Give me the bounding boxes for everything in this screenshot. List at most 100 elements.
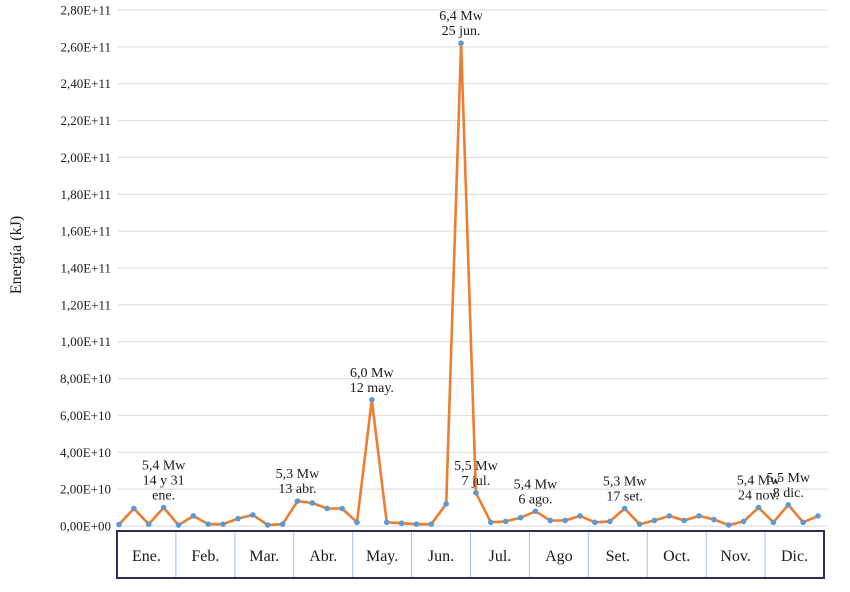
energy-series-line [118,41,819,527]
annotation-line: 5,5 Mw [766,471,810,486]
annotation-line: 6 ago. [518,492,552,507]
data-point [547,517,554,524]
annotation-line: 5,3 Mw [276,467,320,482]
y-axis-tick-labels: 0,00E+00 2,00E+10 4,00E+10 6,00E+10 8,00E+10… [60,3,111,534]
annotation-line: 25 jun. [442,24,481,39]
month-label: Feb. [191,548,219,565]
annotation: 5,4 Mw6 ago. [514,477,558,507]
month-axis: Ene. Feb. Mar. Abr. May. Jun. Jul. Ago Set. Oct. N… [116,530,825,579]
data-point [681,517,687,524]
data-point [740,518,747,525]
data-point [145,521,152,527]
month-label: Oct. [663,548,690,565]
y-tick-label: 2,40E+11 [60,76,111,91]
month-label: Nov. [720,548,751,565]
month-label: Ene. [132,548,161,565]
data-point [770,519,777,526]
data-point [488,519,494,526]
month-label: Abr. [309,548,337,565]
y-tick-label: 1,40E+11 [60,261,111,276]
data-point [815,513,821,519]
annotation: 5,5 Mw7 jul. [454,459,498,489]
y-axis-title: Energía (kJ) [8,216,25,294]
annotation-line: 5,4 Mw [737,474,781,489]
y-tick-label: 8,00E+10 [60,371,111,386]
data-point [309,500,316,506]
y-tick-label: 1,20E+11 [60,297,111,312]
data-point [651,517,658,524]
annotation-line: 5,4 Mw [514,477,558,492]
y-tick-label: 2,80E+11 [60,3,111,18]
data-point [369,396,375,403]
data-point [205,521,212,527]
data-point [264,522,271,528]
month-label: Ago [545,548,573,565]
data-point [279,521,286,527]
data-point [577,513,583,519]
data-point [725,522,732,528]
data-point [696,513,702,519]
gridlines [118,9,828,527]
data-point [116,521,122,528]
month-axis-box [116,530,825,579]
y-tick-label: 2,00E+10 [60,482,111,497]
y-tick-label: 6,00E+10 [60,408,111,423]
y-tick-label: 1,00E+11 [60,334,111,349]
data-point [517,514,524,521]
annotation-line: 5,3 Mw [603,474,647,489]
data-point [175,522,182,528]
y-tick-label: 4,00E+10 [60,445,111,460]
data-point [621,505,628,512]
data-point [562,517,568,524]
month-label: May. [366,548,398,565]
data-point [383,519,390,526]
data-point [592,519,598,526]
annotation-line: 24 nov. [738,489,779,504]
annotation: 5,5 Mw8 dic. [766,471,810,501]
annotation-line: ene. [152,489,175,504]
data-point [160,504,167,511]
data-point [502,518,509,525]
data-point [220,521,226,527]
month-label: Dic. [781,548,808,565]
annotation-line: 7 jul. [462,474,491,489]
data-point [250,512,256,518]
month-label: Jun. [428,548,454,565]
annotation-line: 13 abr. [278,482,316,497]
data-point [413,521,420,527]
data-point [235,515,241,522]
data-point [428,521,435,527]
data-point [458,40,464,46]
data-point [294,498,301,504]
annotation-line: 5,4 Mw [142,459,186,474]
data-point [785,502,792,508]
annotation-line: 6,0 Mw [350,366,394,381]
y-tick-label: 0,00E+00 [60,519,111,534]
data-point [324,505,331,512]
energy-series [118,41,819,527]
month-label: Set. [606,548,630,565]
data-point-markers [116,40,821,528]
data-point [339,505,345,512]
data-point [606,518,613,525]
annotation-line: 17 set. [606,489,643,504]
annotation-line: 6,4 Mw [439,9,483,24]
data-point [800,519,806,526]
data-point [131,505,137,512]
annotation-line: 12 may. [350,381,394,396]
month-label: Mar. [249,548,279,565]
y-tick-label: 1,80E+11 [60,187,111,202]
data-point [354,519,360,526]
annotation-line: 14 y 31 [143,474,185,489]
data-point [398,520,405,527]
data-point [443,501,449,507]
data-point [636,521,643,527]
